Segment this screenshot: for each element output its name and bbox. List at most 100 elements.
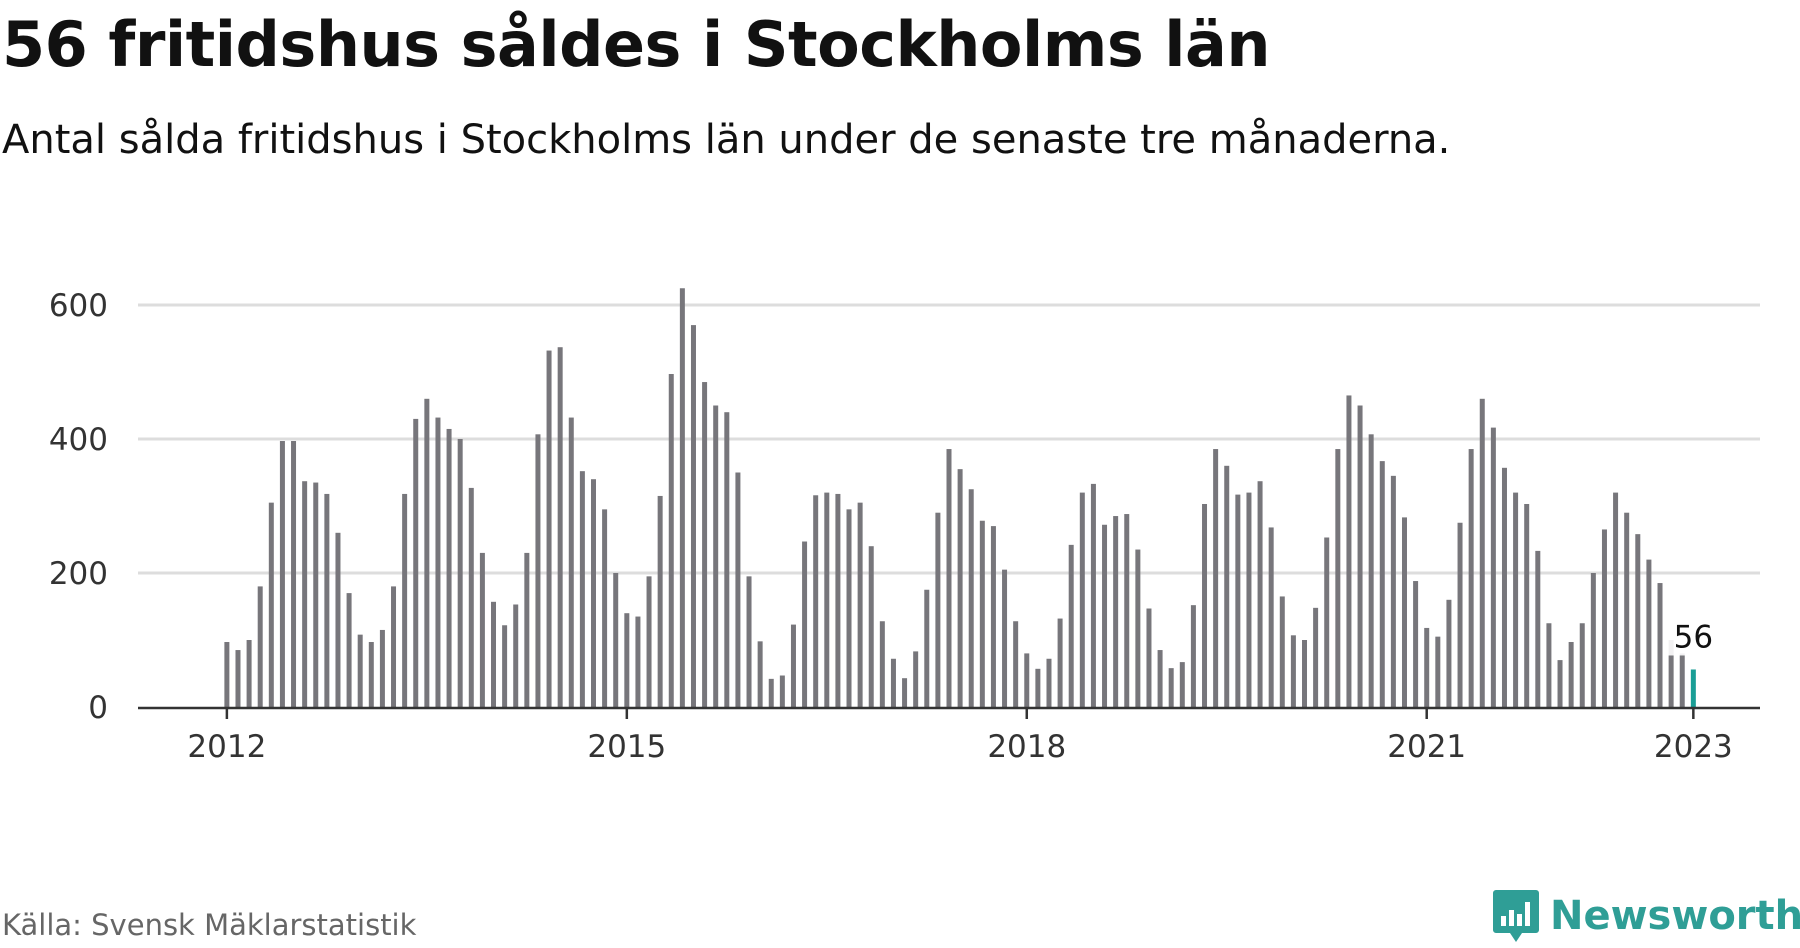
bar: [1057, 618, 1063, 707]
bar: [424, 398, 430, 707]
logo-text: Newsworthy: [1550, 893, 1800, 939]
x-tick-label: 2012: [187, 729, 266, 765]
bar: [1657, 583, 1663, 707]
bar: [357, 634, 363, 707]
bar: [724, 412, 730, 707]
bar: [379, 629, 385, 707]
bar: [1102, 524, 1108, 707]
bar: [1424, 627, 1430, 707]
bar: [1368, 434, 1374, 707]
bar: [1190, 605, 1196, 707]
bar: [924, 589, 930, 707]
bar: [1257, 481, 1263, 707]
y-axis-ticks: 0 200 400 600: [49, 288, 108, 726]
bar: [1524, 503, 1530, 707]
bar: [1246, 492, 1252, 707]
bar: [1390, 475, 1396, 707]
bar: [1457, 522, 1463, 707]
chart-title: 56 fritidshus såldes i Stockholms län: [2, 8, 1271, 81]
bar: [446, 428, 452, 707]
bar: [246, 640, 252, 707]
bar: [1413, 581, 1419, 707]
newsworthy-logo[interactable]: Newsworthy: [1492, 888, 1800, 944]
bar: [1302, 640, 1308, 707]
bar: [946, 449, 952, 707]
bar: [779, 675, 785, 707]
bar: [1268, 527, 1274, 707]
bar: [1068, 544, 1074, 707]
bar: [835, 493, 841, 707]
bar: [391, 586, 397, 707]
bar: [1202, 503, 1208, 707]
bar: [1435, 636, 1441, 707]
data-label-background: [1668, 617, 1721, 656]
bar: [1624, 512, 1630, 707]
bar: [1613, 492, 1619, 707]
bar: [1002, 569, 1008, 707]
bar: [235, 650, 241, 707]
bar: [1579, 623, 1585, 707]
bar: [1079, 492, 1085, 707]
bar: [590, 479, 596, 707]
bar: [257, 586, 263, 707]
bar: [1224, 465, 1230, 707]
bar: [513, 604, 519, 707]
bar: [824, 492, 830, 707]
bar: [602, 509, 608, 707]
data-label-latest: 56: [1674, 619, 1713, 655]
bar: [1046, 658, 1052, 707]
bar: [1379, 461, 1385, 707]
newsworthy-bar-chart-icon: [1493, 890, 1539, 942]
bar: [1279, 596, 1285, 707]
bar: [1501, 467, 1507, 707]
bar: [868, 546, 874, 707]
bar: [413, 418, 419, 707]
bar: [757, 641, 763, 707]
bar: [1690, 669, 1696, 707]
bar: [479, 552, 485, 707]
bar: [291, 441, 297, 707]
bar: [268, 502, 274, 707]
x-axis: 2012 2015 2018 2021 2023: [138, 706, 1760, 765]
bar: [1479, 398, 1485, 707]
bar: [524, 552, 530, 707]
bar: [1324, 537, 1330, 707]
bar: [1213, 449, 1219, 707]
bar: [913, 651, 919, 707]
bar: [657, 495, 663, 707]
bar: [1668, 640, 1674, 707]
bar: [702, 382, 708, 707]
bar: [879, 621, 885, 707]
bar: [535, 434, 541, 707]
bar: [890, 658, 896, 707]
bar: [502, 625, 508, 707]
bar-chart: 0 200 400 600 2012 2015 2018 2021 2023 56: [49, 288, 1760, 765]
bar: [1590, 573, 1596, 707]
bar: [1157, 650, 1163, 707]
bar: [746, 576, 752, 707]
bar: [1113, 516, 1119, 707]
bar: [713, 405, 719, 707]
bar: [224, 642, 230, 707]
bar: [1090, 483, 1096, 707]
bar: [1357, 405, 1363, 707]
bar: [1168, 668, 1174, 707]
bar: [468, 487, 474, 707]
bar: [1568, 642, 1574, 707]
bar: [790, 624, 796, 707]
bar: [557, 347, 563, 707]
bar: [1013, 621, 1019, 707]
bar: [935, 512, 941, 707]
bar: [1513, 492, 1519, 707]
data-labels: 56: [1668, 617, 1721, 656]
bar: [690, 325, 696, 707]
bar: [1446, 599, 1452, 707]
bar: [679, 288, 685, 707]
bar: [546, 350, 552, 707]
bar: [279, 441, 285, 707]
bar: [313, 482, 319, 707]
bar: [857, 502, 863, 707]
bar: [668, 374, 674, 707]
bar: [457, 439, 463, 707]
bar: [1535, 550, 1541, 707]
